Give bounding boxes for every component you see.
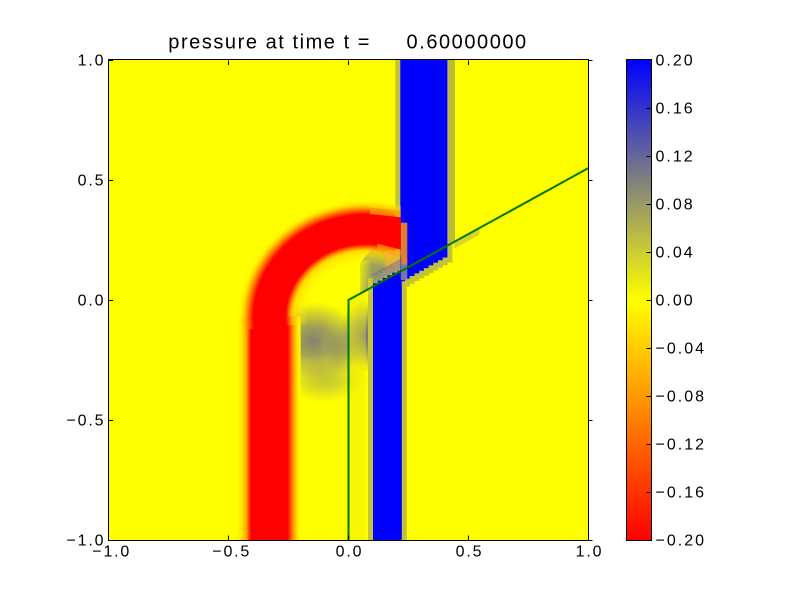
svg-text:0.5: 0.5 — [78, 173, 106, 190]
svg-text:0.08: 0.08 — [656, 197, 695, 214]
svg-text:−0.5: −0.5 — [212, 544, 251, 561]
svg-text:0.12: 0.12 — [656, 149, 695, 166]
svg-text:−0.08: −0.08 — [656, 389, 706, 406]
svg-text:0.0: 0.0 — [336, 544, 364, 561]
svg-text:−0.16: −0.16 — [656, 485, 706, 502]
svg-text:0.0: 0.0 — [78, 293, 106, 310]
svg-text:−1.0: −1.0 — [92, 544, 131, 561]
svg-text:−1.0: −1.0 — [67, 533, 106, 550]
svg-text:pressure at time t = 0.600: pressure at time t = 0.60000000 — [168, 32, 527, 54]
svg-text:0.04: 0.04 — [656, 245, 695, 262]
svg-text:1.0: 1.0 — [78, 53, 106, 70]
svg-text:0.20: 0.20 — [656, 53, 695, 70]
svg-text:−0.12: −0.12 — [656, 437, 706, 454]
svg-text:−0.5: −0.5 — [67, 413, 106, 430]
svg-text:−0.20: −0.20 — [656, 533, 706, 550]
svg-text:1.0: 1.0 — [576, 544, 604, 561]
svg-text:−0.04: −0.04 — [656, 341, 706, 358]
svg-text:0.16: 0.16 — [656, 101, 695, 118]
svg-text:0.00: 0.00 — [656, 293, 695, 310]
svg-text:0.5: 0.5 — [456, 544, 484, 561]
